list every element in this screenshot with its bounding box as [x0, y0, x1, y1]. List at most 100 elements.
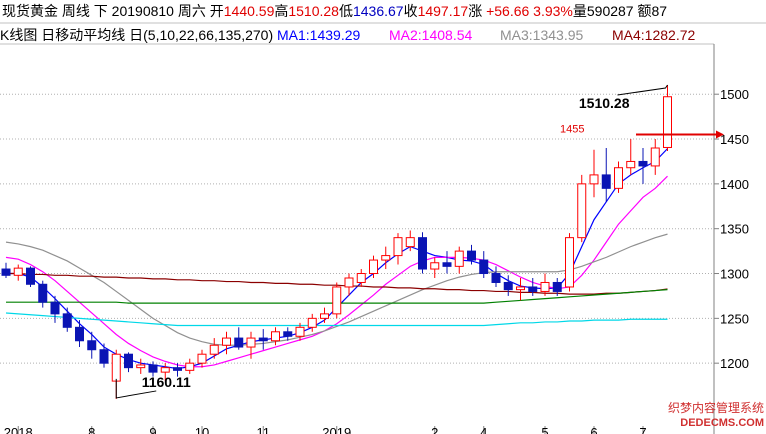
- plot-area: 1510.28 1160.11: [0, 84, 714, 399]
- candle-body: [87, 340, 97, 351]
- header-item: 低: [339, 3, 353, 19]
- x-tick-label: 2: [431, 425, 438, 434]
- candle-body: [356, 273, 366, 283]
- candle-body: [503, 281, 513, 291]
- header-item: 涨: [468, 3, 486, 19]
- x-tick-label: 4: [480, 425, 487, 434]
- header-item: 现货黄金 周线 下 20190810 周六 开: [2, 3, 224, 19]
- candle-body: [638, 160, 648, 167]
- watermark: DEDECMS.COM: [680, 417, 764, 429]
- x-tick-label: 9: [149, 425, 156, 434]
- candle-body: [479, 259, 489, 275]
- candle-body: [173, 367, 182, 371]
- candle-body: [234, 337, 244, 348]
- candle-body: [540, 281, 550, 292]
- candle-body: [344, 277, 354, 288]
- candle-body: [148, 364, 158, 373]
- candle-body: [381, 255, 391, 261]
- header-item: 1436.67: [353, 3, 404, 19]
- candle-body: [565, 237, 574, 288]
- price-line-arrow: [716, 130, 724, 139]
- candle-body: [246, 337, 256, 348]
- y-tick-label: 1250: [720, 311, 749, 326]
- candle-body: [663, 96, 672, 148]
- header-item: +56.66 3.93%: [486, 3, 573, 19]
- candle-body: [418, 237, 427, 270]
- candle-body: [209, 344, 219, 355]
- y-tick-label: 1400: [720, 177, 749, 192]
- watermark: 织梦内容管理系统: [668, 400, 764, 415]
- candle-body: [111, 353, 121, 382]
- candle-body: [185, 362, 195, 371]
- candle-body: [26, 267, 35, 285]
- y-tick-label: 1200: [720, 356, 749, 371]
- header-bar: 现货黄金 周线 下 20190810 周六 开1440.59高1510.28低1…: [2, 3, 667, 19]
- header-item: 量590287 额87: [573, 3, 667, 19]
- candle-body: [442, 262, 452, 267]
- candle-body: [528, 286, 538, 292]
- candle-body: [332, 286, 342, 315]
- candle-body: [626, 160, 636, 169]
- candle-body: [38, 283, 48, 303]
- header-item: 1497.17: [418, 3, 469, 19]
- chart-subtitle: K线图 日移动平均线 日(5,10,22,66,135,270): [0, 27, 273, 43]
- header-item: 收: [404, 3, 418, 19]
- candle-body: [258, 337, 268, 342]
- x-tick-label: 5: [541, 425, 548, 434]
- candle-body: [650, 147, 660, 167]
- candle-body: [320, 313, 329, 319]
- candle-body: [50, 301, 60, 315]
- candle-body: [454, 250, 464, 267]
- legend-entry: MA4:1282.72: [612, 27, 695, 43]
- candle-body: [393, 237, 403, 257]
- candle-body: [13, 267, 23, 276]
- x-tick-label: 11: [257, 425, 271, 434]
- legend-entry: MA3:1343.95: [500, 27, 583, 43]
- x-tick-label: 7: [639, 425, 646, 434]
- candle-body: [430, 262, 440, 270]
- candle-body: [1, 268, 11, 276]
- candle-body: [136, 364, 146, 369]
- candle-body: [197, 353, 207, 364]
- candle-body: [405, 237, 415, 248]
- candle-body: [369, 259, 378, 275]
- low-pointer: [115, 378, 157, 399]
- candle-body: [222, 337, 231, 346]
- candle-body: [271, 331, 280, 342]
- y-tick-label: 1450: [720, 132, 749, 147]
- low-label: 1160.11: [142, 374, 191, 390]
- candle-body: [491, 273, 501, 283]
- candle-body: [467, 250, 476, 261]
- ma-line: [5, 233, 668, 346]
- candle-body: [589, 174, 599, 185]
- candle-body: [99, 349, 109, 364]
- header-item: 高: [274, 3, 288, 19]
- ma-line: [5, 312, 668, 327]
- axes: 1200 1250 1300 1350 1400 1450 1500 2018 8 9 10 11 20…: [4, 87, 749, 434]
- candle-body: [577, 183, 587, 239]
- candle-body: [75, 326, 84, 342]
- candle-body: [307, 317, 317, 328]
- y-tick-label: 1500: [720, 87, 749, 102]
- candle-body: [295, 326, 305, 337]
- legend-entry: MA1:1439.29: [277, 27, 360, 43]
- candle-body: [283, 331, 293, 337]
- x-tick-label: 2019: [322, 425, 351, 434]
- high-pointer: [617, 84, 668, 96]
- candle-body: [614, 167, 623, 189]
- header-item: 1510.28: [288, 3, 339, 19]
- candle-body: [601, 174, 611, 189]
- x-tick-label: 2018: [4, 425, 33, 434]
- high-label: 1510.28: [579, 95, 630, 111]
- candle-body: [62, 313, 72, 328]
- y-tick-label: 1300: [720, 267, 749, 282]
- legend-entry: MA2:1408.54: [389, 27, 472, 43]
- candle-body: [124, 353, 133, 369]
- price-line-label: 1455: [560, 124, 584, 136]
- y-tick-label: 1350: [720, 222, 749, 237]
- candle-body: [552, 281, 562, 292]
- header-item: 1440.59: [224, 3, 275, 19]
- x-tick-label: 8: [88, 425, 95, 434]
- candle-body: [160, 367, 170, 373]
